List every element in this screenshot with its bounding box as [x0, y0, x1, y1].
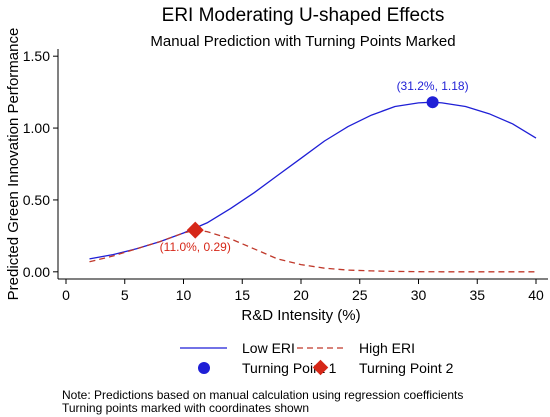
x-ticks: 0 5 10 15 20 25 30 35 40	[62, 279, 544, 303]
x-tick-label: 30	[411, 287, 427, 303]
x-tick-label: 25	[352, 287, 368, 303]
turning-point-2-marker	[186, 221, 204, 239]
y-tick-label: 1.00	[23, 120, 50, 136]
legend-turning-point-1-marker	[198, 362, 210, 374]
legend-turning-point-2-label: Turning Point 2	[359, 360, 454, 376]
chart-title: ERI Moderating U-shaped Effects	[162, 5, 445, 26]
y-ticks: 0.00 0.50 1.00 1.50	[23, 48, 58, 280]
x-tick-label: 15	[234, 287, 250, 303]
series-layer	[89, 101, 537, 273]
series-low-eri-line	[89, 101, 537, 260]
note-line-1: Note: Predictions based on manual calcul…	[62, 388, 463, 402]
x-tick-label: 35	[469, 287, 485, 303]
y-tick-label: 0.50	[23, 192, 50, 208]
x-tick-label: 10	[176, 287, 192, 303]
turning-point-1-label: (31.2%, 1.18)	[397, 79, 469, 93]
chart-subtitle: Manual Prediction with Turning Points Ma…	[150, 33, 455, 50]
y-axis-label: Predicted Green Innovation Performance	[5, 28, 22, 301]
x-tick-label: 5	[121, 287, 129, 303]
legend-low-eri-label: Low ERI	[242, 340, 295, 356]
x-tick-label: 40	[528, 287, 544, 303]
legend-high-eri-label: High ERI	[359, 340, 415, 356]
series-high-eri-line	[89, 229, 536, 273]
legend: Low ERI High ERI Turning Point 1 Turning…	[180, 340, 454, 376]
x-tick-label: 20	[293, 287, 309, 303]
turning-point-1-marker	[426, 96, 439, 109]
legend-turning-point-1-label: Turning Point 1	[242, 360, 337, 376]
y-tick-label: 0.00	[23, 264, 50, 280]
note-line-2: Turning points marked with coordinates s…	[62, 401, 309, 415]
turning-points-layer: (31.2%, 1.18) (11.0%, 0.29)	[160, 79, 469, 254]
x-tick-label: 0	[62, 287, 70, 303]
turning-point-2-label: (11.0%, 0.29)	[160, 240, 231, 254]
y-tick-label: 1.50	[23, 48, 50, 64]
x-axis-label: R&D Intensity (%)	[241, 307, 360, 324]
